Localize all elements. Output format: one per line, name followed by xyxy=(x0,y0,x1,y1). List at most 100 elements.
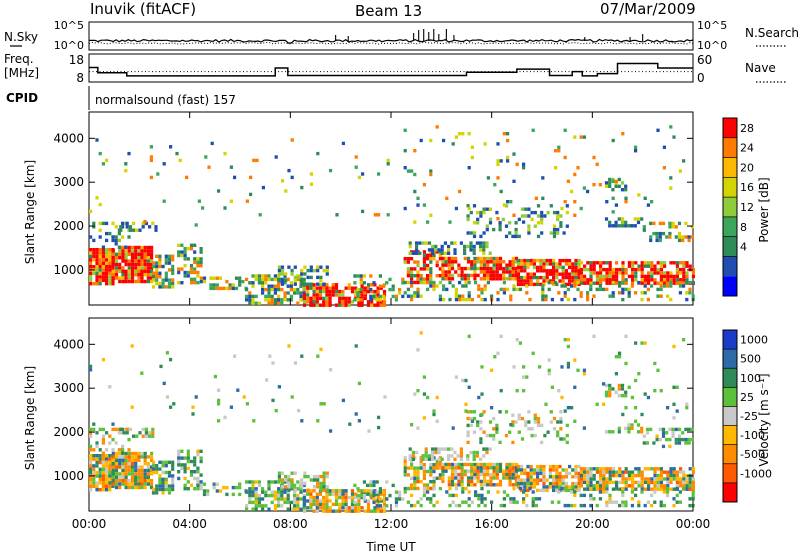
heatmap-cell xyxy=(127,451,131,456)
noise-spikes xyxy=(335,29,644,41)
heatmap-cell xyxy=(406,287,410,292)
heatmap-cell xyxy=(137,485,141,490)
heatmap-cell xyxy=(528,486,532,491)
heatmap-cell xyxy=(544,297,548,302)
heatmap-cell xyxy=(520,488,524,493)
heatmap-cell xyxy=(652,231,656,236)
heatmap-cell xyxy=(531,497,535,501)
heatmap-cell xyxy=(574,262,578,266)
heatmap-cell xyxy=(579,294,583,298)
heatmap-cell xyxy=(466,277,471,281)
heatmap-cell xyxy=(552,485,556,489)
heatmap-cell xyxy=(248,487,252,491)
heatmap-cell xyxy=(441,466,445,470)
heatmap-cell xyxy=(536,279,540,283)
heatmap-cell xyxy=(334,289,339,294)
heatmap-cell xyxy=(552,269,556,273)
heatmap-cell xyxy=(499,189,503,194)
heatmap-cell xyxy=(523,275,527,280)
heatmap-cell xyxy=(158,254,162,258)
heatmap-cell xyxy=(422,463,426,467)
heatmap-cell xyxy=(146,256,150,260)
heatmap-cell xyxy=(671,221,675,226)
heatmap-cell xyxy=(101,265,105,269)
heatmap-cell xyxy=(101,162,105,166)
heatmap-cell xyxy=(666,493,670,498)
heatmap-cell xyxy=(604,430,609,434)
heatmap-cell xyxy=(95,271,99,276)
velocity-heatmap xyxy=(89,331,695,513)
heatmap-cell xyxy=(476,266,480,271)
heatmap-cell xyxy=(509,497,513,501)
heatmap-cell xyxy=(273,507,277,511)
heatmap-cell xyxy=(217,388,221,392)
heatmap-cell xyxy=(498,483,503,487)
heatmap-cell xyxy=(608,473,612,478)
heatmap-cell xyxy=(658,231,662,236)
heatmap-cell xyxy=(101,271,105,276)
heatmap-cell xyxy=(95,196,99,200)
heatmap-cell xyxy=(164,470,168,475)
heatmap-cell xyxy=(277,281,281,285)
heatmap-cell xyxy=(177,456,181,460)
heatmap-cell xyxy=(280,504,284,508)
heatmap-cell xyxy=(416,291,420,295)
heatmap-cell xyxy=(119,225,123,229)
heatmap-cell xyxy=(92,248,96,252)
heatmap-cell xyxy=(621,490,625,494)
heatmap-cell xyxy=(199,473,203,477)
heatmap-cell xyxy=(482,260,487,264)
heatmap-cell xyxy=(155,464,159,468)
heatmap-cell xyxy=(483,497,487,501)
heatmap-cell xyxy=(483,142,487,146)
heatmap-cell xyxy=(458,132,462,136)
heatmap-cell xyxy=(589,281,593,285)
heatmap-cell xyxy=(415,450,419,455)
heatmap-cell xyxy=(514,231,518,235)
heatmap-cell xyxy=(331,509,335,513)
heatmap-cell xyxy=(257,493,261,498)
heatmap-cell xyxy=(137,249,141,253)
heatmap-cell xyxy=(146,249,150,253)
heatmap-cell xyxy=(666,473,670,478)
heatmap-cell xyxy=(191,412,195,416)
heatmap-cell xyxy=(602,287,606,292)
heatmap-cell xyxy=(631,264,635,268)
heatmap-cell xyxy=(536,471,540,476)
heatmap-cell xyxy=(388,287,392,292)
heatmap-cell xyxy=(647,264,651,268)
heatmap-cell xyxy=(199,456,203,460)
heatmap-cell xyxy=(467,334,471,338)
heatmap-cell xyxy=(118,465,122,469)
heatmap-cell xyxy=(666,490,670,494)
n-sky-series xyxy=(89,38,694,44)
heatmap-cell xyxy=(434,244,438,249)
heatmap-cell xyxy=(341,499,345,503)
heatmap-cell xyxy=(479,248,483,252)
heatmap-cell xyxy=(316,275,320,280)
heatmap-cell xyxy=(489,466,493,470)
heatmap-cell xyxy=(685,484,689,488)
heatmap-cell xyxy=(267,287,271,292)
heatmap-cell xyxy=(454,287,458,292)
heatmap-cell xyxy=(589,480,593,485)
heatmap-cell xyxy=(559,410,563,414)
heatmap-cell xyxy=(401,497,405,501)
heatmap-cell xyxy=(511,234,515,239)
heatmap-cell xyxy=(526,279,530,283)
heatmap-cell xyxy=(541,284,545,288)
heatmap-cell xyxy=(470,479,474,484)
heatmap-cell xyxy=(140,371,144,375)
heatmap-cell xyxy=(171,254,175,258)
heatmap-cell xyxy=(212,485,216,490)
heatmap-cell xyxy=(643,264,647,268)
heatmap-cell xyxy=(183,257,187,261)
heatmap-cell xyxy=(474,490,478,494)
heatmap-cell xyxy=(146,462,150,466)
heatmap-cell xyxy=(505,266,509,271)
heatmap-cell xyxy=(548,475,552,479)
heatmap-cell xyxy=(474,493,478,498)
heatmap-cell xyxy=(589,278,593,282)
heatmap-cell xyxy=(251,483,255,488)
heatmap-cell xyxy=(566,361,570,366)
